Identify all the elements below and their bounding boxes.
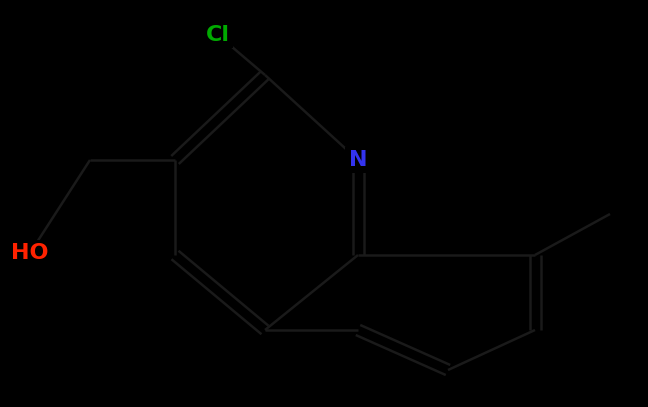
Text: N: N [349, 150, 367, 170]
Text: HO: HO [11, 243, 49, 263]
Text: Cl: Cl [206, 25, 230, 45]
